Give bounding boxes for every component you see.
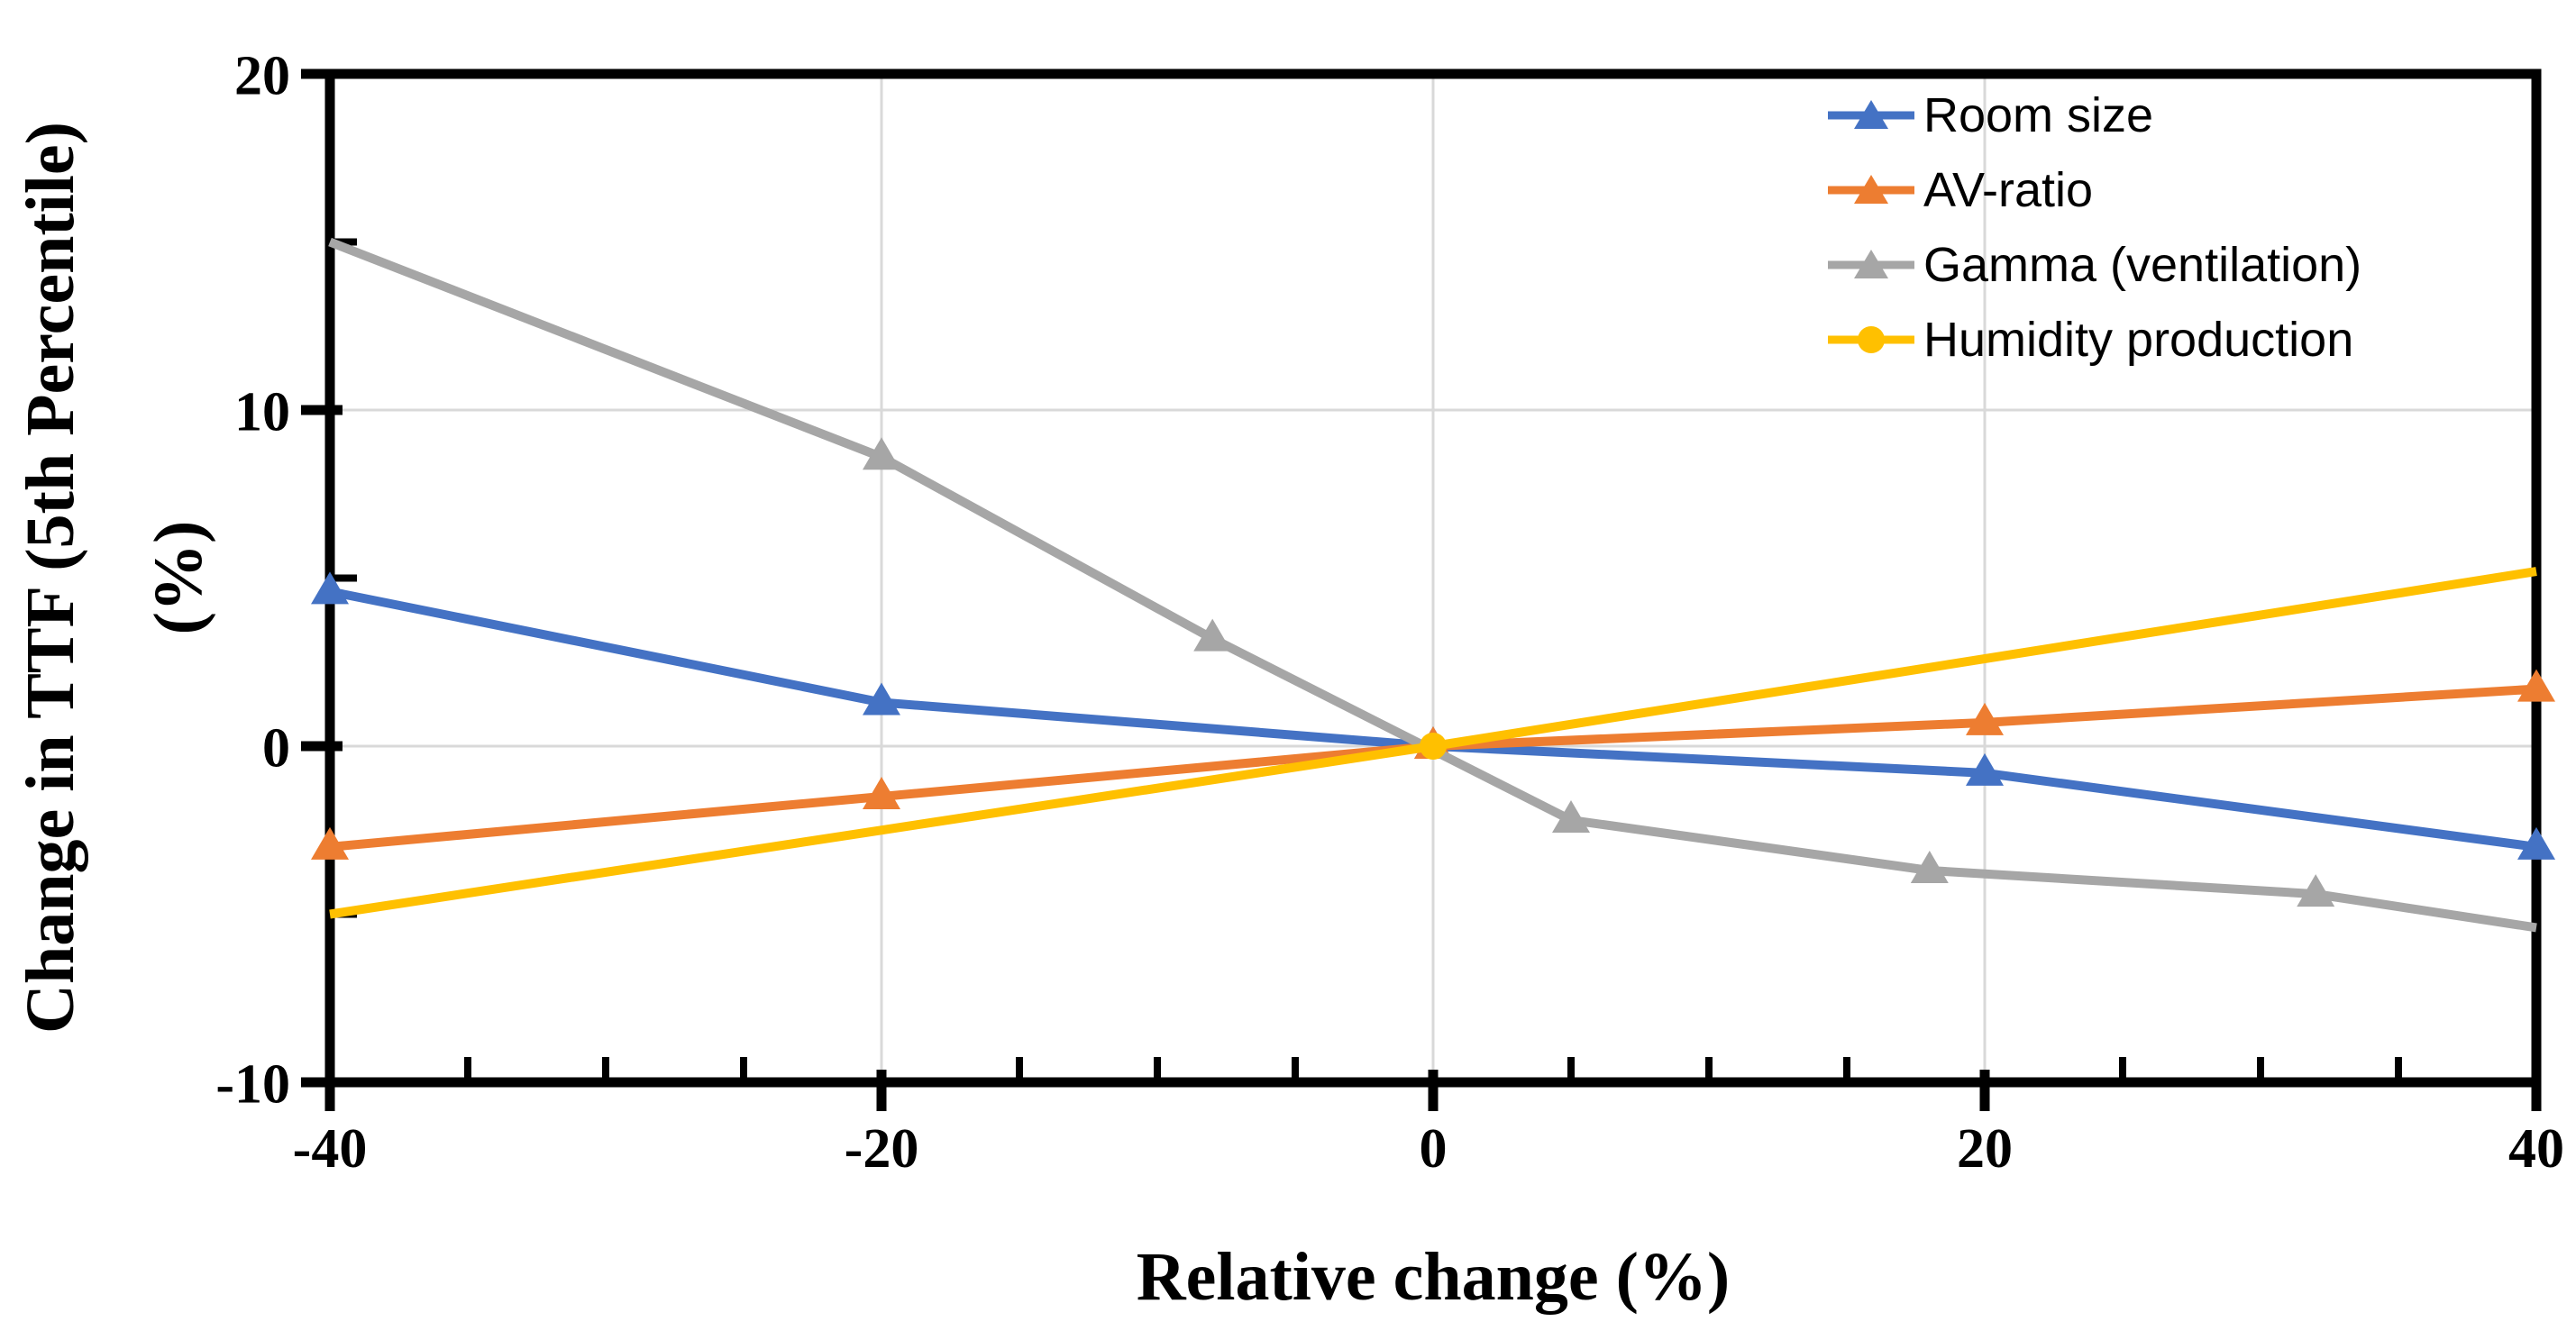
legend-item: Room size	[1826, 77, 2361, 152]
legend-line-marker-icon	[1828, 325, 1914, 353]
legend-label: Room size	[1923, 87, 2154, 142]
marker-gamma-ventilation	[1193, 618, 1232, 652]
legend-item: AV-ratio	[1826, 152, 2361, 227]
marker-gamma-ventilation	[1552, 800, 1590, 834]
y-tick-label: -10	[215, 1053, 290, 1115]
marker-av-ratio	[863, 776, 900, 809]
legend-item: Gamma (ventilation)	[1826, 227, 2361, 302]
x-axis-title: Relative change (%)	[1136, 1239, 1731, 1315]
y-tick-label: 0	[262, 717, 290, 779]
marker-room-size	[1966, 752, 2004, 786]
y-tick-label: 20	[234, 45, 290, 106]
marker-gamma-ventilation	[863, 437, 900, 470]
marker-room-size	[311, 571, 349, 605]
x-tick-label: 0	[1420, 1118, 1448, 1180]
legend-item: Humidity production	[1826, 302, 2361, 377]
y-axis-title: Change in TTF (5th Percentile)	[13, 122, 88, 1034]
x-tick-label: 20	[1957, 1118, 2013, 1180]
legend-label: AV-ratio	[1923, 162, 2094, 217]
legend-label: Humidity production	[1923, 312, 2354, 367]
legend-label: Gamma (ventilation)	[1923, 237, 2362, 292]
legend-line-marker-icon	[1828, 174, 1914, 204]
legend: Room size AV-ratio Gamma (ventilation) H…	[1826, 77, 2361, 377]
marker-gamma-ventilation	[2297, 874, 2335, 907]
marker-av-ratio	[311, 826, 349, 860]
marker-av-ratio	[2517, 669, 2555, 702]
x-tick-label: -40	[293, 1118, 368, 1180]
marker-humidity-production	[1420, 733, 1447, 760]
x-tick-label: -20	[845, 1118, 919, 1180]
marker-av-ratio	[1966, 702, 2004, 735]
legend-line-marker-icon	[1828, 99, 1914, 129]
x-tick-label: 40	[2508, 1118, 2564, 1180]
marker-gamma-ventilation	[1910, 851, 1949, 884]
y-axis-title-unit: (%)	[141, 520, 216, 635]
marker-room-size	[2517, 826, 2555, 860]
legend-line-marker-icon	[1828, 249, 1914, 278]
y-tick-label: 10	[234, 381, 290, 442]
marker-room-size	[863, 682, 900, 716]
